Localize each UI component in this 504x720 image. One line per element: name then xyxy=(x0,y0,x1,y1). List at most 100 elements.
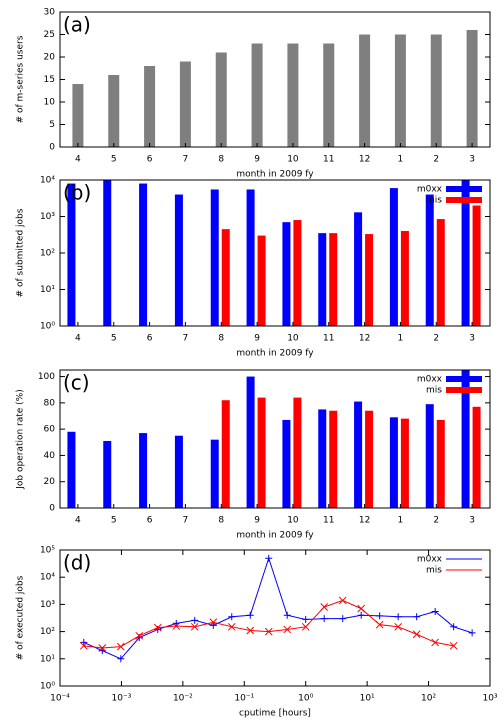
marker xyxy=(376,612,384,620)
marker xyxy=(357,604,366,613)
bar xyxy=(461,180,470,326)
y-axis-label: # of executed jobs xyxy=(16,575,26,660)
bar xyxy=(365,410,374,508)
y-tick-label: 30 xyxy=(44,8,56,18)
bar xyxy=(215,52,227,147)
x-tick-label: 1 xyxy=(398,516,404,526)
x-tick-label: 8 xyxy=(218,155,224,165)
bar xyxy=(323,43,335,147)
bar xyxy=(251,43,263,147)
bar xyxy=(67,183,76,326)
marker xyxy=(431,638,440,647)
marker xyxy=(79,641,88,650)
marker xyxy=(227,622,236,631)
bar xyxy=(257,235,266,326)
x-axis-label: month in 2009 fy xyxy=(236,170,314,180)
bar xyxy=(72,84,84,147)
x-tick-label: 7 xyxy=(183,155,189,165)
y-axis-label: # of m-series users xyxy=(16,35,26,123)
x-tick-label: 10¹ xyxy=(360,694,375,704)
bar xyxy=(246,189,255,326)
bar xyxy=(318,233,327,326)
marker xyxy=(431,607,439,615)
marker xyxy=(283,611,291,619)
marker xyxy=(98,644,107,652)
x-tick-label: 11 xyxy=(323,155,334,165)
panel-label: (c) xyxy=(63,371,90,395)
x-tick-label: 12 xyxy=(359,155,370,165)
x-tick-label: 7 xyxy=(183,334,189,344)
x-tick-label: 10⁻¹ xyxy=(234,694,254,704)
x-tick-label: 10⁻⁴ xyxy=(50,694,70,704)
bar xyxy=(354,401,363,508)
bar xyxy=(466,30,478,147)
marker xyxy=(246,626,255,635)
bar xyxy=(139,183,148,326)
bar xyxy=(179,61,191,147)
y-tick-label: 10¹ xyxy=(40,285,55,295)
x-tick-label: 5 xyxy=(111,516,117,526)
y-tick-label: 10⁰ xyxy=(40,322,55,332)
bar xyxy=(389,188,398,326)
marker xyxy=(172,622,181,630)
x-tick-label: 1 xyxy=(398,155,404,165)
legend-label: m0xx xyxy=(417,555,443,565)
bar xyxy=(139,433,148,508)
y-tick-label: 100 xyxy=(38,372,55,382)
x-axis-label: month in 2009 fy xyxy=(236,531,314,541)
marker xyxy=(375,620,384,629)
y-tick-label: 10⁵ xyxy=(40,546,55,556)
x-tick-label: 7 xyxy=(183,516,189,526)
x-tick-label: 12 xyxy=(359,516,370,526)
plot-area xyxy=(67,180,481,326)
marker xyxy=(339,615,347,623)
x-tick-label: 10⁻² xyxy=(173,694,193,704)
y-tick-label: 80 xyxy=(44,398,56,408)
marker xyxy=(357,611,365,619)
x-tick-label: 10² xyxy=(421,694,436,704)
y-tick-label: 10³ xyxy=(40,600,55,610)
marker xyxy=(116,642,125,651)
bar xyxy=(174,194,183,326)
marker xyxy=(450,623,458,631)
marker xyxy=(265,554,273,562)
marker xyxy=(228,613,236,621)
bar xyxy=(365,234,374,326)
marker xyxy=(449,641,458,650)
x-tick-label: 2 xyxy=(433,334,439,344)
bar xyxy=(394,34,406,147)
x-tick-label: 2 xyxy=(433,516,439,526)
x-tick-label: 10⁰ xyxy=(298,694,313,704)
bar xyxy=(293,397,302,508)
y-tick-label: 20 xyxy=(44,477,56,487)
bar xyxy=(389,417,398,508)
plot-frame xyxy=(59,179,491,327)
x-tick-label: 10 xyxy=(287,516,299,526)
x-tick-label: 12 xyxy=(359,334,370,344)
bar xyxy=(210,439,219,508)
bar xyxy=(108,75,120,147)
y-tick-label: 10⁴ xyxy=(40,573,55,583)
marker xyxy=(394,622,403,631)
marker xyxy=(394,613,402,621)
panel: 10⁰ 10¹ 10² 10³ 10⁴ 10⁵ cputime [hours] # of ex… xyxy=(16,546,498,719)
x-tick-label: 3 xyxy=(469,334,475,344)
marker xyxy=(191,616,199,624)
y-tick-label: 0 xyxy=(49,143,55,153)
bar xyxy=(436,219,445,326)
marker xyxy=(117,655,125,663)
bar xyxy=(318,409,327,508)
marker xyxy=(209,621,217,629)
plot-frame xyxy=(59,549,491,687)
legend-label: m0xx xyxy=(417,375,443,385)
x-tick-label: 6 xyxy=(147,334,153,344)
y-tick-label: 5 xyxy=(49,120,55,130)
bar xyxy=(472,205,481,326)
x-tick-label: 10⁻³ xyxy=(112,694,132,704)
y-tick-label: 10² xyxy=(40,249,55,259)
y-tick-label: 10⁴ xyxy=(40,176,55,186)
marker xyxy=(246,611,254,619)
marker xyxy=(301,622,310,631)
bar xyxy=(329,233,338,326)
